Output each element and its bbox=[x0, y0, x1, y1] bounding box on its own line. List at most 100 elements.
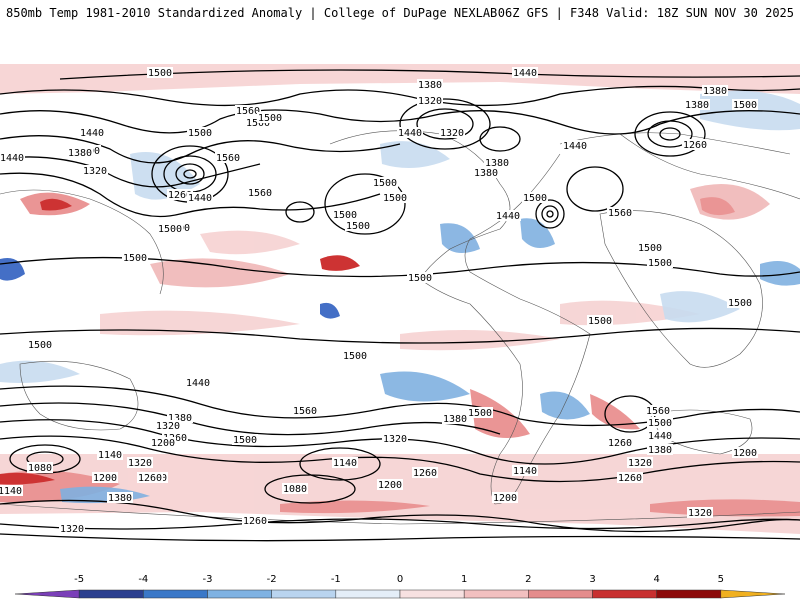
contour-label: 1320 bbox=[418, 96, 442, 107]
contour-label: 1500 bbox=[123, 253, 147, 264]
contour-label-bg bbox=[332, 457, 358, 468]
contour-label-bg bbox=[412, 467, 438, 478]
contour-label: 1320 bbox=[383, 434, 407, 445]
contour-label: 1440 bbox=[496, 211, 520, 222]
contour-label: 1500 bbox=[158, 224, 182, 235]
contour-label: 1500 bbox=[733, 100, 757, 111]
contour-label-bg bbox=[137, 472, 163, 483]
colorbar: -5 -4 -3 -2 -1 0 1 2 3 4 5 bbox=[14, 574, 786, 599]
contour-label: 1380 bbox=[418, 80, 442, 91]
contour-label-bg bbox=[97, 449, 123, 460]
contour-label: 1440 bbox=[0, 153, 24, 164]
contour-label-bg bbox=[512, 67, 538, 78]
warm-anomaly-shading bbox=[0, 64, 800, 534]
colorbar-tick-label: 2 bbox=[525, 574, 531, 585]
contour-label-bg bbox=[617, 472, 643, 483]
contour-label: 1500 bbox=[648, 418, 672, 429]
contour-label: 1200 bbox=[151, 438, 175, 449]
contour-label: 1260 bbox=[618, 473, 642, 484]
contour-label-bg bbox=[647, 444, 673, 455]
contour-label: 1500 bbox=[728, 298, 752, 309]
header: 850mb Temp 1981-2010 Standardized Anomal… bbox=[0, 0, 800, 34]
contour-label: 1500 bbox=[188, 128, 212, 139]
contour-label: 1140 bbox=[333, 458, 357, 469]
contour-label-bg bbox=[439, 127, 465, 138]
contour-label: 1560 bbox=[248, 188, 272, 199]
contour-label: 1260 bbox=[243, 516, 267, 527]
contour-label-bg bbox=[495, 210, 521, 221]
contour-label: 1500 bbox=[523, 193, 547, 204]
contour-label-bg bbox=[242, 515, 268, 526]
colorbar-tick-label: -4 bbox=[138, 574, 148, 585]
contour-label: 1440 bbox=[80, 128, 104, 139]
contour-label: 1500 bbox=[148, 68, 172, 79]
contour-label-bg bbox=[647, 430, 673, 441]
contour-label: 1500 bbox=[638, 243, 662, 254]
contour-label: 1500 bbox=[468, 408, 492, 419]
contour-label: 1440 bbox=[563, 141, 587, 152]
contour-label-bg bbox=[59, 523, 85, 534]
contour-label-bg bbox=[417, 79, 443, 90]
colorbar-tick-label: -3 bbox=[203, 574, 213, 585]
contour-label: 1320 bbox=[128, 458, 152, 469]
contour-label-bg bbox=[562, 140, 588, 151]
contour-label-bg bbox=[167, 189, 193, 200]
colorbar-segment bbox=[335, 589, 401, 599]
contour-label: 1260 bbox=[168, 190, 192, 201]
colorbar-segment bbox=[656, 589, 722, 599]
contour-label-bg bbox=[442, 413, 468, 424]
colorbar-segment bbox=[399, 589, 465, 599]
contour-label-bg bbox=[0, 485, 23, 496]
contour-label-bg bbox=[167, 412, 193, 423]
contour-label: 1500 bbox=[343, 351, 367, 362]
contour-label: 1380 bbox=[474, 168, 498, 179]
contour-label: 1500 bbox=[383, 193, 407, 204]
contour-label-bg bbox=[522, 192, 548, 203]
contour-label-bg bbox=[332, 209, 358, 220]
contour-label-bg bbox=[687, 507, 713, 518]
contour-label: 1200 bbox=[378, 480, 402, 491]
contour-label-bg bbox=[157, 223, 183, 234]
contour-label-bg bbox=[607, 207, 633, 218]
colorbar-segment bbox=[207, 589, 272, 599]
contour-label-bg bbox=[682, 139, 708, 150]
contour-label: 1260 bbox=[138, 473, 162, 484]
contour-label: 1380 bbox=[485, 158, 509, 169]
contour-label: 1260 bbox=[608, 438, 632, 449]
contour-label: 1320 bbox=[83, 166, 107, 177]
contour-label-bg bbox=[587, 315, 613, 326]
contour-label: 1260 bbox=[683, 140, 707, 151]
contour-label-bg bbox=[215, 152, 241, 163]
contour-label-bg bbox=[187, 192, 213, 203]
contour-label-bg bbox=[467, 407, 493, 418]
contour-label: 1500 bbox=[648, 258, 672, 269]
contour-label: 1560 bbox=[216, 153, 240, 164]
contour-label: 1380 bbox=[68, 148, 92, 159]
colorbar-tick-label: -5 bbox=[74, 574, 84, 585]
contour-label: 1500 bbox=[233, 435, 257, 446]
contour-label-bg bbox=[645, 405, 671, 416]
contour-label: 1500 bbox=[246, 118, 270, 129]
contour-label-bg bbox=[377, 479, 403, 490]
contour-label: 1140 bbox=[0, 486, 22, 497]
contour-label: 1500 bbox=[333, 210, 357, 221]
colorbar-tick-label: 4 bbox=[653, 574, 659, 585]
contour-label: 1320 bbox=[156, 421, 180, 432]
contour-label: 1260 bbox=[413, 468, 437, 479]
contour-label: 1560 bbox=[646, 406, 670, 417]
contour-label: 1320 bbox=[60, 524, 84, 535]
contour-label-bg bbox=[492, 492, 518, 503]
colorbar-segment bbox=[143, 589, 208, 599]
contour-label-bg bbox=[257, 112, 283, 123]
contour-label: 1080 bbox=[283, 484, 307, 495]
contour-label: 1500 bbox=[28, 340, 52, 351]
contour-label-bg bbox=[155, 420, 181, 431]
contour-label-bg bbox=[372, 177, 398, 188]
colorbar-tick-label: -2 bbox=[267, 574, 277, 585]
contour-label: 1200 bbox=[733, 448, 757, 459]
colorbar-segment bbox=[271, 589, 337, 599]
contour-label: 1500 bbox=[408, 273, 432, 284]
contour-label: 1320 bbox=[628, 458, 652, 469]
